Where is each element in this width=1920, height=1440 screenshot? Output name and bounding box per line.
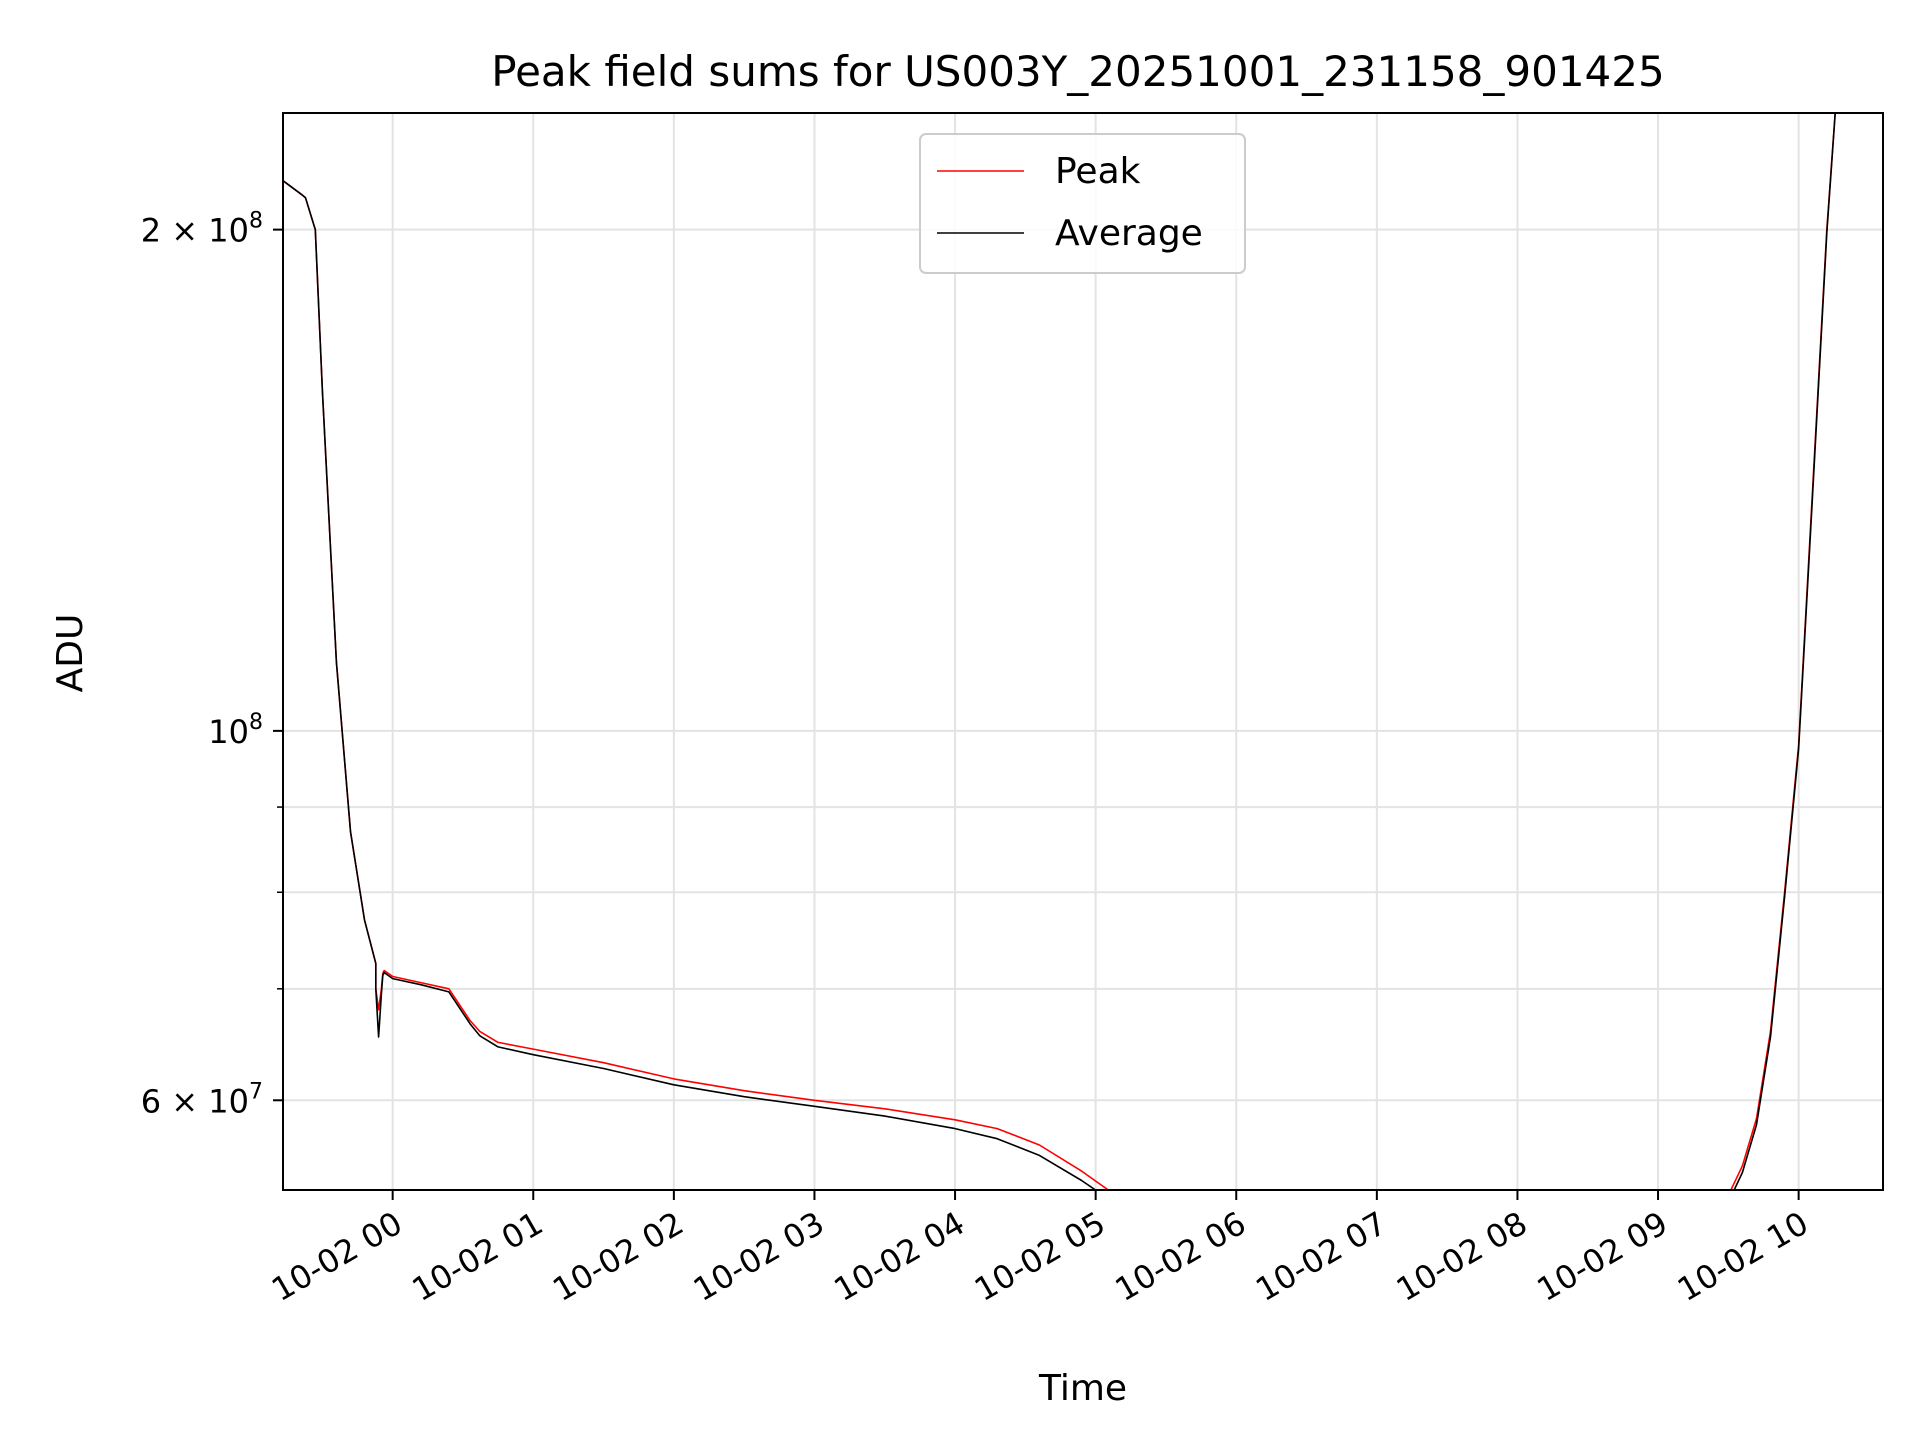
y-tick-exponent: 8 xyxy=(249,710,263,735)
y-tick-label: 2 × 108 xyxy=(141,209,263,250)
y-axis-label: ADU xyxy=(50,614,91,693)
legend: Peak Average xyxy=(919,133,1246,274)
y-tick-mantissa: 2 xyxy=(141,212,161,250)
y-tick-label: 6 × 107 xyxy=(141,1079,263,1120)
y-tick-mantissa: 6 xyxy=(141,1082,161,1120)
grid-layer xyxy=(283,113,1883,1190)
y-tick-label: 108 xyxy=(208,710,263,751)
y-tick-exponent: 7 xyxy=(249,1079,263,1104)
series-line-average xyxy=(283,113,1836,1190)
chart-title: Peak field sums for US003Y_20251001_2311… xyxy=(491,47,1664,96)
legend-label-average: Average xyxy=(1055,213,1203,254)
y-tick-exponent: 8 xyxy=(249,209,263,234)
legend-label-peak: Peak xyxy=(1055,151,1141,192)
x-axis-label: Time xyxy=(1038,1368,1127,1409)
plot-frame xyxy=(282,112,1884,1191)
y-axis-ticks: 2 × 108 108 6 × 107 xyxy=(141,209,283,1120)
legend-box xyxy=(919,133,1246,274)
series-layer xyxy=(283,113,1836,1190)
